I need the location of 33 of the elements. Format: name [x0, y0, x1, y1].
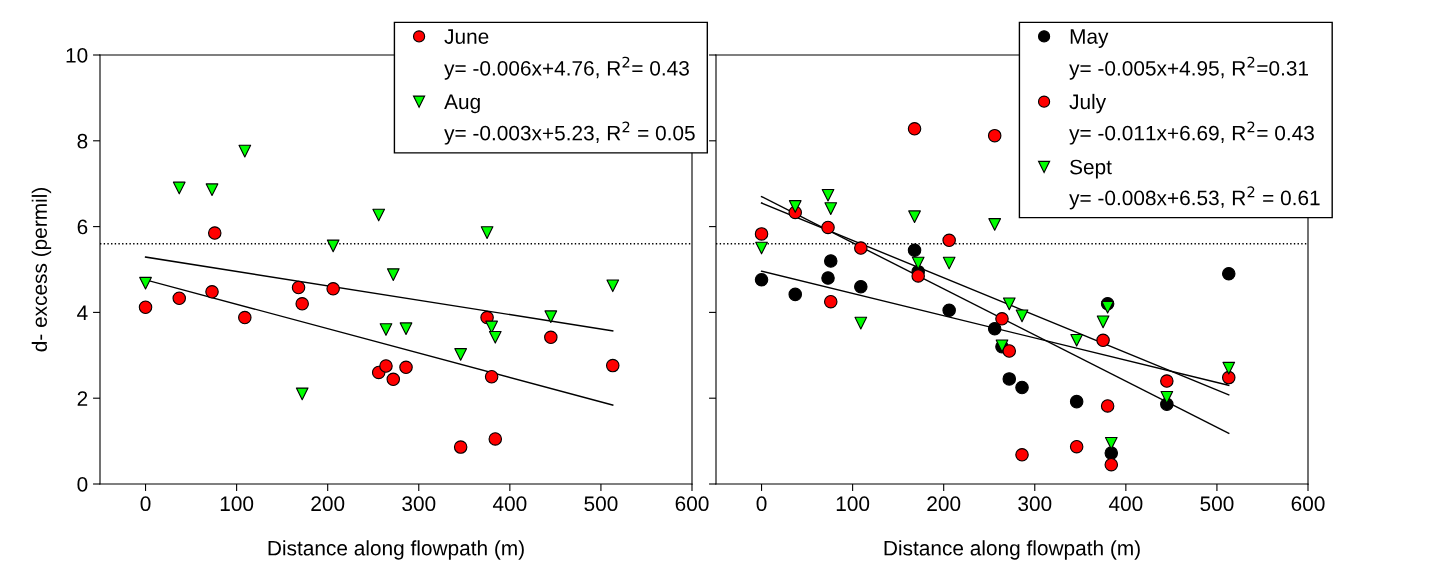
x-tick-label: 600 [675, 496, 709, 512]
annotation: y= -0.008x+6.53, R$^{2}$ = 0.61 [1069, 186, 1320, 210]
y-tick-label: 8 [77, 133, 88, 149]
legend-label: Sept [1070, 159, 1112, 179]
annotation: y= -0.011x+6.69, R$^{2}$= 0.43 [1069, 121, 1314, 145]
x-tick-label: 100 [220, 496, 254, 512]
legend-label: June [444, 29, 489, 44]
x-tick-label: 0 [140, 496, 151, 512]
x-tick-label: 400 [492, 496, 527, 512]
x-tick-label: 200 [311, 496, 345, 512]
y-tick-label: 0 [77, 477, 88, 492]
x-tick-label: 200 [927, 496, 961, 512]
y-tick-label: 2 [77, 391, 88, 406]
x-tick-label: 600 [1291, 496, 1325, 512]
x-tick-label: 100 [836, 496, 870, 512]
x-tick-label: 500 [1200, 496, 1234, 512]
y-tick-label: 10 [66, 48, 88, 63]
x-tick-label: 300 [1018, 496, 1052, 512]
annotation: y= -0.006x+4.76, R$^{2}$= 0.43 [444, 56, 689, 80]
x-tick-label: 0 [756, 496, 767, 512]
y-tick-label: 4 [77, 305, 88, 320]
legend-label: July [1069, 93, 1107, 114]
x-axis-title: Distance along flowpath (m) [884, 540, 1140, 560]
annotation: y= -0.003x+5.23, R$^{2}$ = 0.05 [444, 121, 695, 145]
x-tick-label: 400 [1108, 496, 1143, 512]
x-axis-title: Distance along flowpath (m) [268, 540, 524, 560]
legend-label: Aug [444, 94, 480, 114]
x-tick-label: 500 [584, 496, 618, 512]
annotation: y= -0.005x+4.95, R$^{2}$=0.31 [1069, 56, 1309, 80]
y-axis-title: d- excess (permil) [31, 188, 52, 352]
x-tick-label: 300 [402, 496, 436, 512]
y-tick-label: 6 [77, 219, 88, 235]
legend-label: May [1070, 29, 1109, 48]
